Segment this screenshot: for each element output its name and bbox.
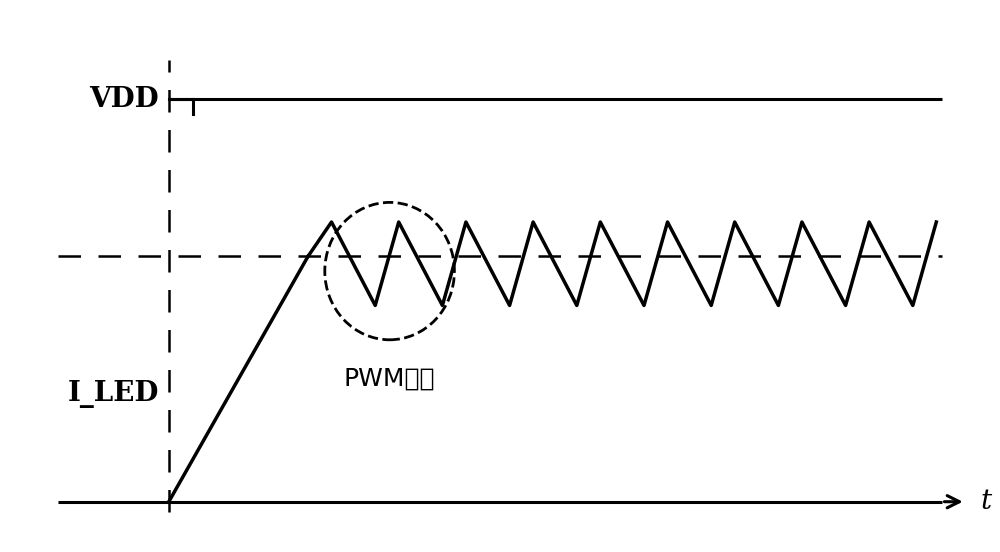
Text: I_LED: I_LED: [68, 380, 159, 408]
Text: t: t: [980, 488, 991, 515]
Text: PWM周期: PWM周期: [344, 367, 435, 391]
Text: VDD: VDD: [90, 86, 159, 113]
